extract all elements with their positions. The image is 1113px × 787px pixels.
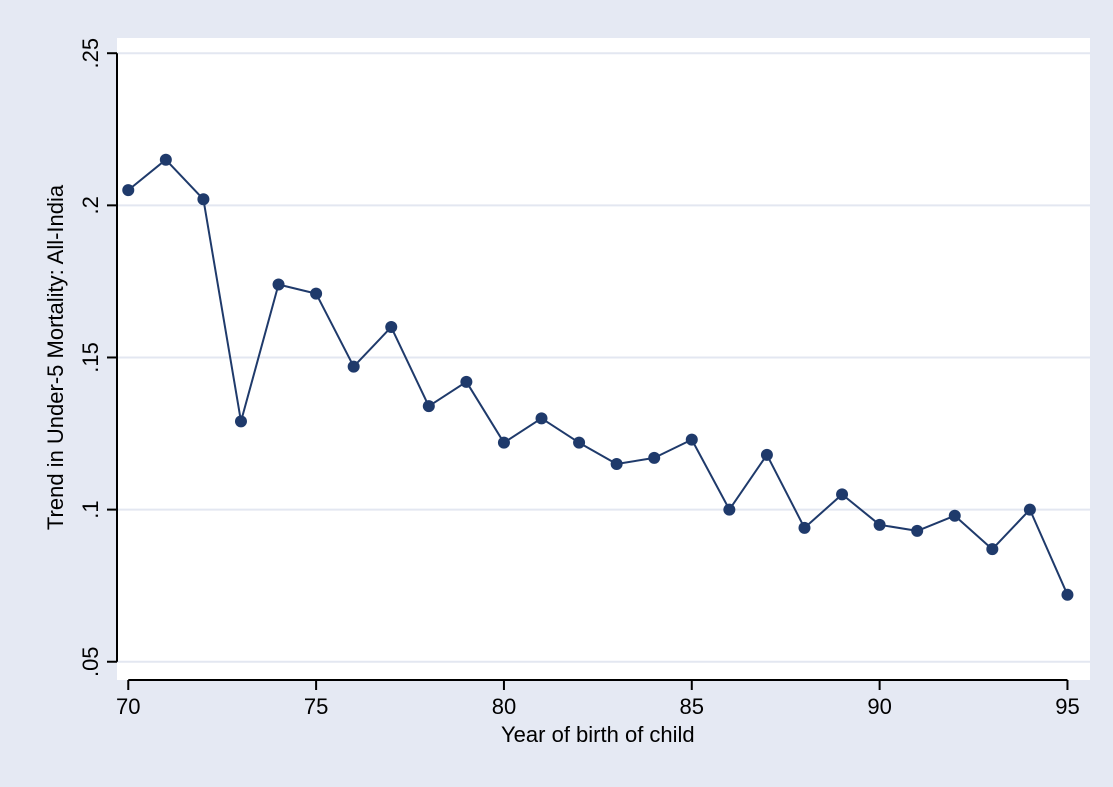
data-point [422,400,435,413]
data-point [497,436,510,449]
x-tick-label: 85 [680,694,704,719]
x-axis-title: Year of birth of child [501,722,695,747]
data-point [911,524,924,537]
data-point [272,278,285,291]
data-point [836,488,849,501]
x-tick-label: 95 [1055,694,1079,719]
data-point [648,451,661,464]
data-point [385,321,398,334]
data-point [610,457,623,470]
y-tick-label: .1 [78,500,103,518]
data-point [310,287,323,300]
x-tick-label: 75 [304,694,328,719]
y-tick-label: .05 [78,646,103,677]
data-point [798,521,811,534]
data-point [197,193,210,206]
x-tick-label: 90 [867,694,891,719]
y-tick-label: .2 [78,196,103,214]
axes: .05 .1 .15 .2 .25 70 75 80 85 90 95 [78,38,1080,719]
x-tick-label: 80 [492,694,516,719]
data-point [986,543,999,556]
gridlines [117,52,1090,663]
y-tick-label: .15 [78,342,103,373]
x-tick-label: 70 [116,694,140,719]
data-point [1061,588,1074,601]
data-point [347,360,360,373]
plot-area [117,38,1090,680]
data-point [948,509,961,522]
data-point [723,503,736,516]
data-point [234,415,247,428]
data-point [460,375,473,388]
data-point [122,184,135,197]
series-layer [122,153,1074,601]
data-point [535,412,548,425]
series-line [127,158,1069,596]
data-point [1023,503,1036,516]
y-tick-label: .25 [78,38,103,69]
data-point [685,433,698,446]
data-point [159,153,172,166]
data-point [760,448,773,461]
y-axis-title: Trend in Under-5 Mortality: All-India [43,184,68,530]
data-point [873,518,886,531]
data-point [573,436,586,449]
